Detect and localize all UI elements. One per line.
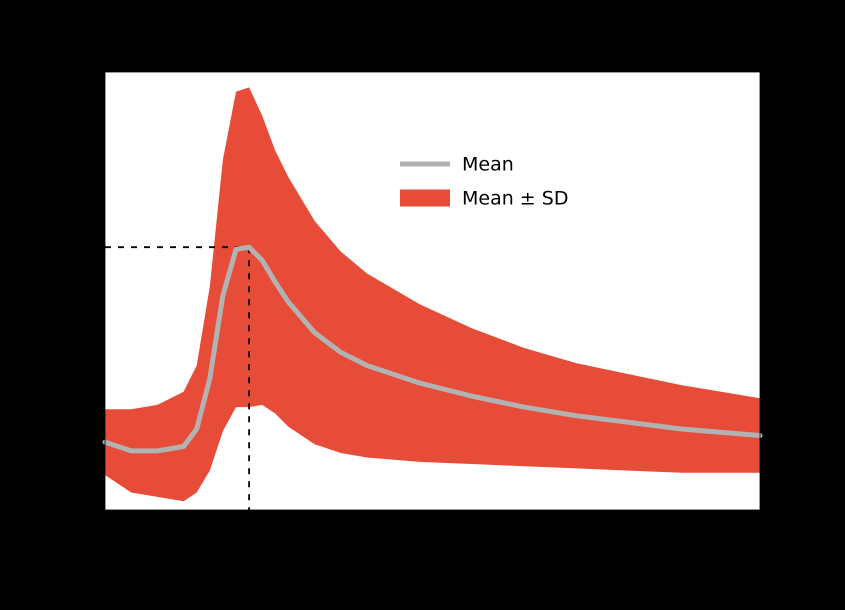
y-tick-label: 0	[81, 500, 93, 522]
legend-label: Mean ± SD	[462, 188, 568, 210]
x-tick-label: 25	[748, 518, 772, 540]
y-tick-label: 10	[69, 62, 93, 84]
legend-label: Mean	[462, 154, 514, 176]
legend-swatch-area	[400, 190, 450, 207]
y-axis-label: Plasma concentration (µg/mL)	[22, 133, 46, 450]
y-tick-label: 4	[81, 324, 93, 346]
x-tick-label: 20	[617, 518, 641, 540]
tmax-annotation: tₘₐₓ	[230, 531, 269, 555]
x-tick-label: 0	[99, 518, 111, 540]
x-tick-label: 15	[486, 518, 510, 540]
x-tick-label: 10	[355, 518, 379, 540]
cmax-annotation: Cₘₐₓ	[59, 236, 104, 260]
x-axis-label: Time (s)	[389, 546, 475, 570]
y-tick-label: 2	[81, 412, 93, 434]
y-tick-label: 8	[81, 149, 93, 171]
